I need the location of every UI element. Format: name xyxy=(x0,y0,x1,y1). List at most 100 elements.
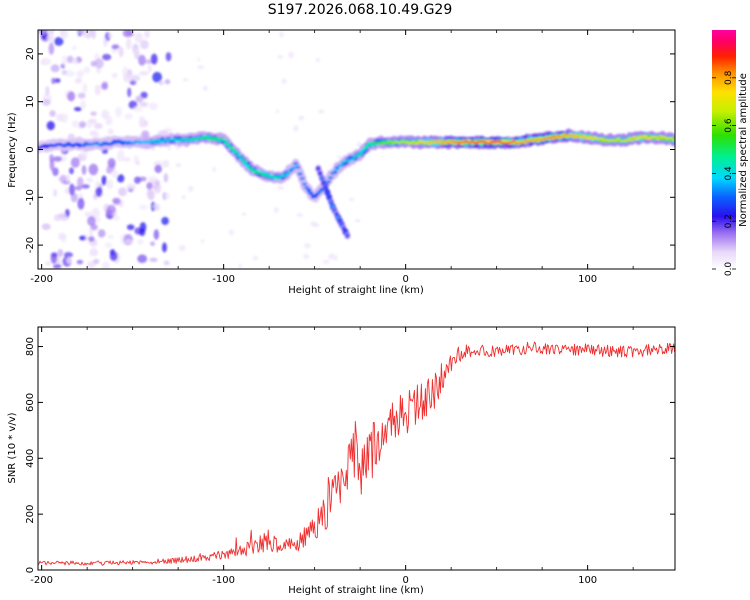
spectrogram-noise-speckle xyxy=(181,195,186,200)
spectrogram-ridge-cell xyxy=(309,191,313,194)
spectrogram-noise-speckle xyxy=(88,163,99,176)
spectrogram-ridge-cell xyxy=(123,142,128,145)
spectrogram-noise-speckle xyxy=(162,242,167,253)
spectrogram-ridge-cell xyxy=(571,133,576,136)
spectrogram-ridge-cell xyxy=(630,139,635,142)
spectrogram-noise-speckle xyxy=(53,156,63,162)
spectrogram-noise-speckle xyxy=(315,58,320,63)
chart-title: S197.2026.068.10.49.G29 xyxy=(268,2,453,18)
spectrogram-branch-cell xyxy=(320,176,324,181)
snr-series-line xyxy=(38,341,675,566)
spectrogram-noise-speckle xyxy=(118,187,127,197)
spectrogram-noise-speckle xyxy=(47,30,55,35)
spectrogram-ridge-cell xyxy=(643,135,648,138)
spectrogram-ridge-cell xyxy=(99,143,104,146)
spectrogram-ridge-cell xyxy=(625,139,630,142)
spectrogram-branch-cell xyxy=(323,185,328,190)
spectrogram-noise-speckle xyxy=(281,78,287,85)
spectrogram-noise-speckle xyxy=(131,74,141,82)
spectrogram-ridge-cell xyxy=(265,174,270,176)
spectrogram-noise-speckle xyxy=(52,264,62,269)
spectrogram-noise-speckle xyxy=(77,197,85,210)
spectrogram-ridge-cell xyxy=(616,137,621,140)
spectrogram-noise-speckle xyxy=(139,228,146,236)
spectrogram-noise-speckle xyxy=(88,228,94,237)
spectrogram-noise-speckle xyxy=(228,229,234,236)
spectrogram-ridge-cell xyxy=(416,142,420,144)
spectrogram-ridge-cell xyxy=(579,136,584,139)
spectrogram-ridge-cell xyxy=(446,142,451,145)
spectrogram-noise-speckle xyxy=(322,259,330,264)
spectrogram-noise-speckle xyxy=(124,113,133,120)
spectrogram-noise-speckle xyxy=(48,42,55,55)
spectrogram-ridge-cell xyxy=(365,145,370,148)
spectrogram-ridge-cell xyxy=(40,145,45,147)
x-tick-label: -200 xyxy=(30,274,53,285)
spectrogram-noise-speckle xyxy=(82,83,88,94)
spectrogram-ridge-cell xyxy=(520,141,525,144)
spectrogram-noise-speckle xyxy=(45,261,52,266)
spectrogram-ridge-cell xyxy=(81,143,86,146)
spectrogram-noise-speckle xyxy=(62,54,67,67)
spectrogram-noise-speckle xyxy=(83,66,91,74)
spectrogram-branch-cell xyxy=(318,171,322,176)
spectrogram-noise-speckle xyxy=(154,164,162,174)
spectrogram-noise-speckle xyxy=(41,57,52,66)
spectrogram-noise-speckle xyxy=(107,234,114,239)
spectrogram-noise-speckle xyxy=(124,239,133,245)
spectrogram-branch-cell xyxy=(327,195,332,200)
spectrogram-ridge-cell xyxy=(160,141,165,144)
spectrogram-noise-speckle xyxy=(74,77,83,84)
spectrogram-noise-speckle xyxy=(273,207,279,213)
spectrogram-noise-speckle xyxy=(50,252,58,264)
spectrogram-ridge-cell xyxy=(311,194,316,196)
spectrogram-ridge-cell xyxy=(405,141,410,143)
spectrogram-noise-speckle xyxy=(125,39,132,50)
spectrogram-noise-speckle xyxy=(107,158,116,169)
spectrogram-noise-speckle xyxy=(337,155,342,159)
spectrogram-noise-speckle xyxy=(50,64,60,73)
spectrogram-ridge-cell xyxy=(464,140,469,143)
spectrogram-noise-speckle xyxy=(348,197,355,202)
spectrogram-ridge-cell xyxy=(385,142,390,145)
spectrogram-noise-speckle xyxy=(134,176,141,184)
spectrogram-noise-speckle xyxy=(103,38,108,48)
spectrogram-noise-speckle xyxy=(140,91,148,99)
spectrogram-noise-speckle xyxy=(65,70,75,77)
spectrogram-ridge-cell xyxy=(230,147,235,150)
spectrogram-branch-cell xyxy=(321,180,326,185)
spectrogram-ridge-cell xyxy=(590,138,595,141)
spectrogram-noise-speckle xyxy=(163,260,170,266)
spectrogram-noise-speckle xyxy=(80,100,87,110)
spectrogram-noise-speckle xyxy=(79,235,86,241)
spectrogram-noise-speckle xyxy=(42,99,51,106)
spectrogram-ridge-cell xyxy=(378,142,383,145)
spectrogram-noise-speckle xyxy=(328,253,335,260)
spectrogram-ridge-cell xyxy=(295,166,300,169)
spectrogram-ridge-cell xyxy=(440,142,445,145)
spectrogram-noise-speckle xyxy=(146,188,154,199)
spectrogram-noise-speckle xyxy=(71,120,80,128)
spectrogram-noise-speckle xyxy=(53,214,62,222)
y-tick-label: 400 xyxy=(25,449,36,468)
spectrogram-noise-speckle xyxy=(146,182,153,190)
spectrogram-noise-speckle xyxy=(140,39,149,50)
spectrogram-noise-speckle xyxy=(312,223,320,228)
spectrogram-noise-speckle xyxy=(164,192,170,200)
spectrogram-noise-speckle xyxy=(86,261,96,268)
spectrogram-noise-speckle xyxy=(74,185,83,191)
spectrogram-noise-speckle xyxy=(73,106,82,112)
spectrogram-y-axis-label: Frequency (Hz) xyxy=(7,112,18,188)
snr-y-axis-label: SNR (10 * v/v) xyxy=(7,412,18,483)
colorbar-tick-label: 0.0 xyxy=(724,262,734,277)
spectrogram-ridge-cell xyxy=(291,166,296,169)
spectrogram-ridge-cell xyxy=(88,143,93,146)
spectrogram-noise-speckle xyxy=(45,85,50,96)
spectrogram-noise-speckle xyxy=(65,174,71,183)
spectrogram-noise-speckle xyxy=(49,158,55,171)
spectrogram-noise-speckle xyxy=(317,109,325,114)
spectrogram-noise-speckle xyxy=(135,95,144,103)
spectrogram-noise-speckle xyxy=(61,69,67,76)
spectrogram-ridge-cell xyxy=(523,139,527,142)
